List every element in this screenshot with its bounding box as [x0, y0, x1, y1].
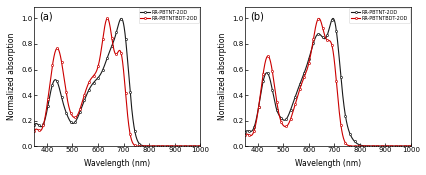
Text: (b): (b)	[249, 11, 263, 21]
Legend: RR-PBTNT-2OD, RR-PBTNTBDT-2OD: RR-PBTNT-2OD, RR-PBTNTBDT-2OD	[348, 8, 409, 23]
X-axis label: Wavelength (nm): Wavelength (nm)	[84, 159, 150, 168]
Legend: RR-PBTNT-2OD, RR-PBTNTBDT-2OD: RR-PBTNT-2OD, RR-PBTNTBDT-2OD	[138, 8, 199, 23]
X-axis label: Wavelength (nm): Wavelength (nm)	[294, 159, 360, 168]
Text: (a): (a)	[39, 11, 53, 21]
Y-axis label: Normalized absorption: Normalized absorption	[7, 33, 16, 120]
Y-axis label: Normalized absorption: Normalized absorption	[217, 33, 226, 120]
